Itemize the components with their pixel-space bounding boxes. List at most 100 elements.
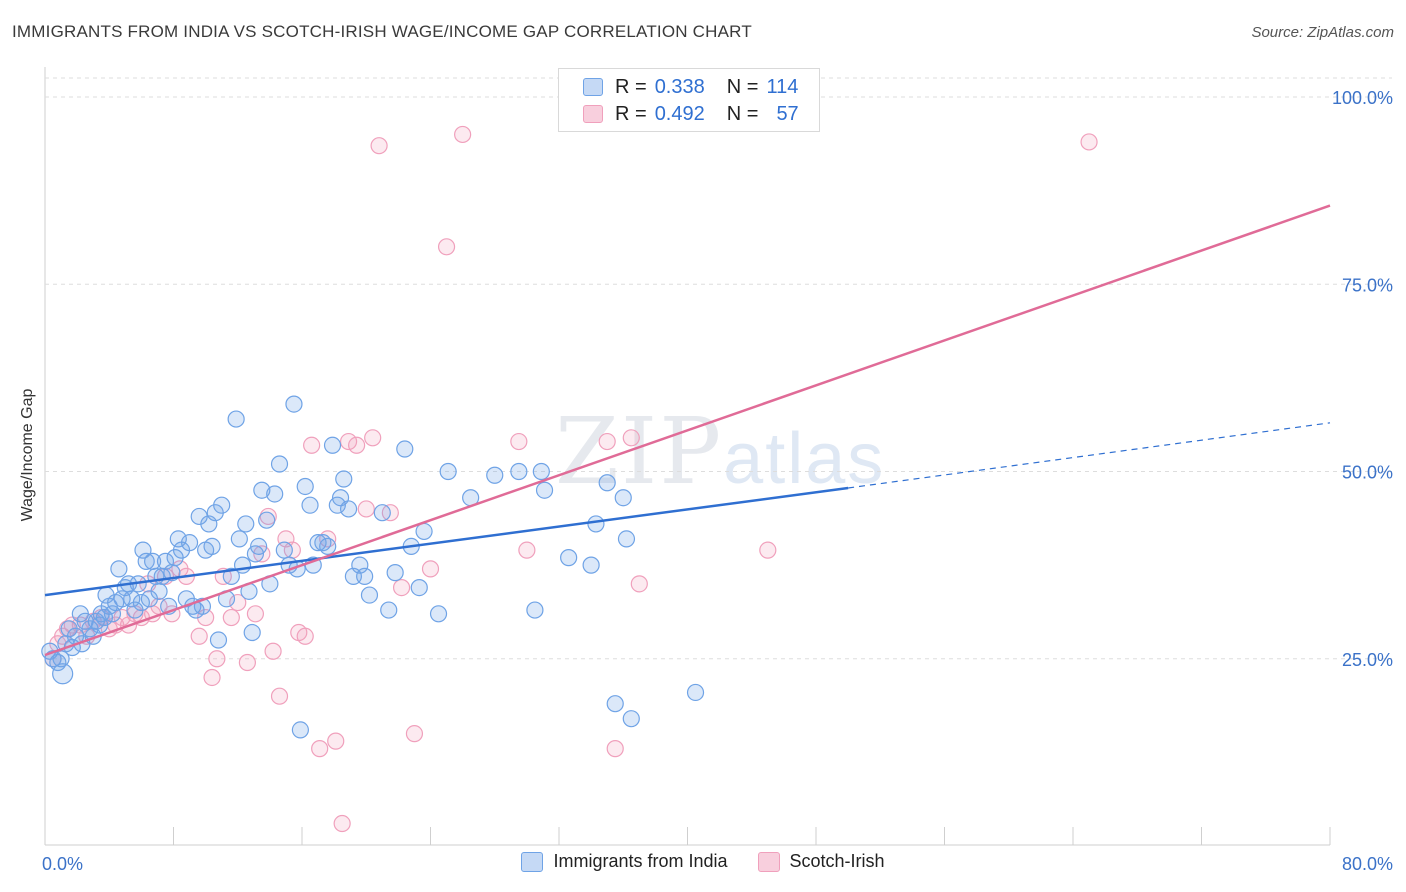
legend-n-label: N = xyxy=(726,75,759,98)
scotch-point xyxy=(348,436,366,454)
india-point xyxy=(291,721,309,739)
india-point xyxy=(351,556,369,574)
y-tick-label: 25.0% xyxy=(1342,650,1393,670)
scotch-point xyxy=(357,500,375,518)
chart-source: Source: ZipAtlas.com xyxy=(1251,24,1394,41)
scotch-trend-line xyxy=(44,204,1331,657)
india-point xyxy=(486,466,504,484)
legend-row-india: R = 0.338 N = 114 xyxy=(583,75,798,99)
scotch-point xyxy=(1080,133,1098,151)
scotch-point xyxy=(370,137,388,155)
india-point xyxy=(243,623,261,642)
india-point xyxy=(360,586,379,604)
series-legend: Immigrants from India Scotch-Irish xyxy=(0,851,1406,872)
india-point xyxy=(296,477,314,496)
legend-swatch-scotch xyxy=(583,105,603,123)
india-point xyxy=(103,605,122,623)
legend-row-scotch: R = 0.492 N = 57 xyxy=(583,102,799,126)
india-point xyxy=(203,537,221,556)
series-legend-scotch: Scotch-Irish xyxy=(757,851,885,872)
india-point xyxy=(209,631,228,649)
india-point xyxy=(582,556,600,574)
legend-n-label: N = xyxy=(726,102,759,125)
legend-r-label: R = xyxy=(615,75,647,98)
legend-r-value: 0.338 xyxy=(654,75,705,98)
india-point xyxy=(270,455,289,473)
scotch-point xyxy=(606,740,624,758)
legend-n-value: 114 xyxy=(766,75,799,98)
india-point xyxy=(227,410,245,428)
scotch-point xyxy=(339,432,358,451)
scotch-point xyxy=(518,541,536,559)
india-point xyxy=(113,590,131,608)
scotch-point xyxy=(208,650,226,668)
india-point xyxy=(396,440,414,458)
scotch-point xyxy=(229,593,247,612)
india-point xyxy=(323,436,342,454)
scotch-point xyxy=(203,668,221,687)
india-point xyxy=(266,485,284,503)
india-point xyxy=(617,530,636,548)
india-point xyxy=(150,582,168,600)
watermark-zip: ZIP xyxy=(555,398,724,505)
india-point xyxy=(386,564,404,582)
legend-swatch-india xyxy=(583,78,603,96)
india-point xyxy=(95,608,114,627)
india-point xyxy=(301,496,319,514)
legend-n-value: 57 xyxy=(776,102,799,125)
scotch-point xyxy=(598,432,616,451)
watermark-atlas: atlas xyxy=(723,419,886,499)
india-point xyxy=(510,462,528,481)
india-point xyxy=(258,511,276,529)
series-name-india: Immigrants from India xyxy=(553,851,728,871)
scotch-point xyxy=(333,814,351,833)
india-point xyxy=(309,534,327,552)
series-swatch-india xyxy=(521,851,544,872)
scotch-point xyxy=(421,560,440,578)
india-point xyxy=(110,560,128,578)
scotch-point xyxy=(246,605,265,623)
legend-r-value: 0.492 xyxy=(654,102,705,125)
india-point xyxy=(532,462,550,481)
series-name-scotch: Scotch-Irish xyxy=(789,851,885,871)
india-point xyxy=(587,515,605,533)
scotch-point xyxy=(311,740,329,758)
india-point xyxy=(275,541,293,559)
india-point xyxy=(237,515,255,533)
india-point xyxy=(180,534,199,552)
india-point xyxy=(335,470,353,488)
india-point xyxy=(319,537,337,556)
india-point xyxy=(415,522,433,541)
series-swatch-scotch xyxy=(757,851,780,872)
india-point xyxy=(169,530,187,548)
scotch-point xyxy=(392,578,411,597)
india-point xyxy=(132,593,150,612)
scotch-point xyxy=(222,608,240,627)
india-point xyxy=(439,462,457,481)
india-point xyxy=(356,567,374,585)
scotch-point xyxy=(327,732,345,750)
scotch-point xyxy=(238,653,256,672)
scotch-point xyxy=(364,429,382,447)
india-point xyxy=(606,695,624,713)
scotch-point xyxy=(270,687,289,705)
x-tick-label: 80.0% xyxy=(1342,854,1393,874)
india-point xyxy=(410,578,428,597)
india-point xyxy=(123,590,141,608)
x-tick-label: 0.0% xyxy=(42,854,83,874)
india-point xyxy=(429,605,448,623)
india-trend-line xyxy=(44,486,849,597)
scotch-point xyxy=(630,575,648,593)
india-point xyxy=(253,481,271,499)
india-point xyxy=(686,683,705,702)
scotch-point xyxy=(437,238,456,256)
scotch-point xyxy=(303,436,321,454)
india-point xyxy=(373,504,391,522)
correlation-legend: R = 0.338 N = 114 R = 0.492 N = 57 xyxy=(558,68,820,132)
y-tick-label: 50.0% xyxy=(1342,463,1393,483)
scotch-point xyxy=(405,725,424,743)
india-point xyxy=(213,496,231,514)
india-point xyxy=(137,552,155,570)
scotch-point xyxy=(264,642,282,660)
